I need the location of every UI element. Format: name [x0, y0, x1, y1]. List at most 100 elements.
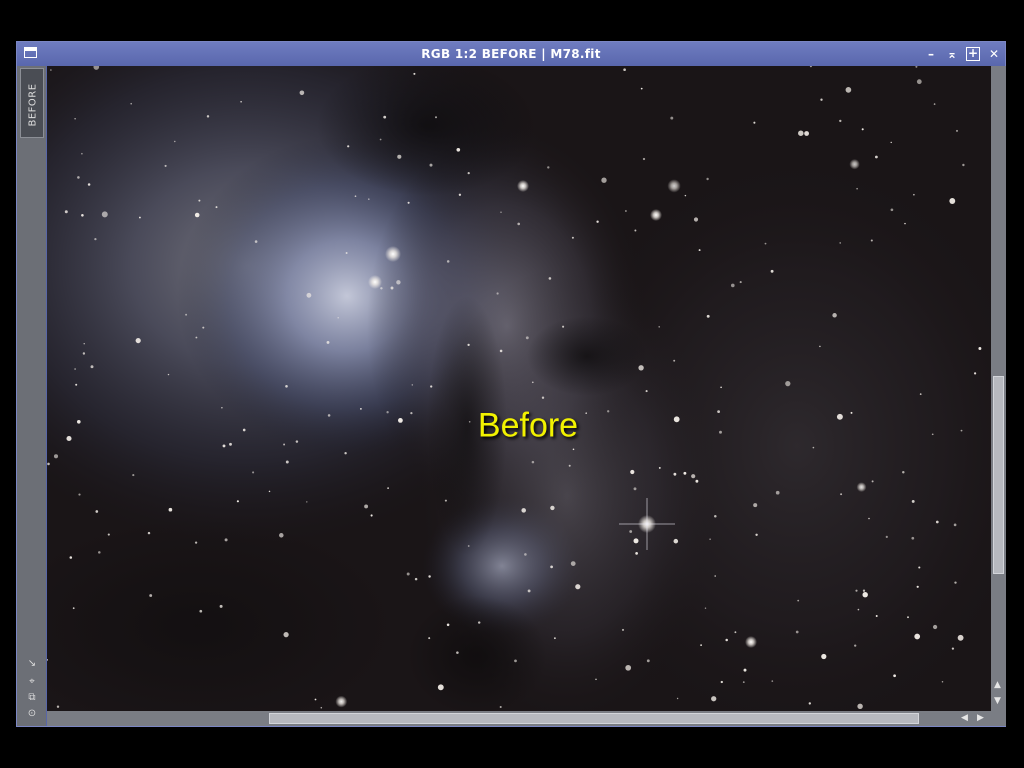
star	[306, 501, 308, 503]
star	[875, 615, 878, 617]
star	[755, 533, 758, 537]
star	[75, 383, 78, 386]
star	[706, 314, 710, 318]
star	[83, 343, 85, 345]
star	[397, 154, 402, 159]
star	[283, 631, 289, 638]
star	[919, 393, 922, 395]
star	[398, 418, 403, 423]
star	[406, 572, 410, 576]
title-bar[interactable]: RGB 1:2 BEFORE | M78.fit – ⌅ + ✕	[17, 42, 1005, 66]
star	[871, 480, 874, 483]
minimize-button[interactable]: –	[928, 47, 934, 61]
horizontal-scroll-thumb[interactable]	[269, 713, 919, 724]
star	[95, 510, 99, 513]
star	[467, 171, 470, 175]
star	[64, 210, 68, 214]
star	[444, 499, 447, 502]
star	[53, 454, 59, 459]
star	[918, 566, 921, 569]
star	[101, 211, 108, 218]
star	[809, 66, 812, 68]
star	[785, 380, 791, 387]
star	[446, 623, 450, 627]
star	[387, 487, 389, 489]
star	[570, 561, 576, 566]
star	[819, 345, 821, 348]
star	[595, 678, 597, 681]
zoom-to-fit-icon[interactable]: ↘	[27, 658, 37, 669]
clone-view-icon[interactable]: ⧉	[28, 692, 36, 703]
star	[575, 584, 581, 590]
star	[320, 706, 323, 709]
star	[875, 155, 878, 159]
star	[164, 164, 167, 167]
star	[386, 411, 389, 414]
window-icon[interactable]	[24, 47, 37, 58]
star	[642, 157, 646, 161]
star	[306, 292, 312, 298]
star	[194, 212, 200, 218]
star	[72, 607, 75, 610]
crosshair-icon[interactable]: ⌖	[29, 676, 35, 687]
vertical-scroll-thumb[interactable]	[993, 376, 1004, 574]
shade-button[interactable]: ⌅	[946, 47, 958, 61]
star	[138, 216, 141, 219]
star	[902, 470, 905, 474]
star	[914, 633, 921, 640]
star	[742, 681, 745, 683]
star	[836, 413, 843, 420]
star	[496, 292, 499, 295]
scroll-down-arrow-icon[interactable]: ▼	[994, 696, 1001, 706]
star	[285, 385, 288, 388]
star	[390, 286, 394, 290]
star	[74, 118, 76, 120]
tab-before[interactable]: BEFORE	[20, 68, 44, 138]
star	[531, 381, 534, 384]
bright-star	[650, 209, 662, 221]
star	[730, 283, 735, 288]
star	[820, 98, 823, 101]
star	[623, 68, 626, 72]
star	[81, 152, 83, 155]
star	[428, 575, 431, 578]
horizontal-scrollbar[interactable]: ◀ ▶	[47, 711, 991, 726]
maximize-button[interactable]: +	[966, 46, 980, 61]
star	[93, 66, 100, 70]
star	[268, 490, 271, 493]
scroll-left-arrow-icon[interactable]: ◀	[961, 713, 968, 723]
star	[634, 229, 637, 232]
star	[673, 538, 679, 544]
nebula-image	[47, 66, 991, 711]
close-button[interactable]: ✕	[988, 47, 1000, 61]
star	[531, 460, 535, 464]
bright-star	[368, 275, 382, 289]
star	[82, 352, 86, 355]
star	[635, 552, 638, 555]
scroll-up-arrow-icon[interactable]: ▲	[994, 680, 1001, 690]
star	[890, 208, 894, 212]
star	[525, 336, 529, 340]
scroll-right-arrow-icon[interactable]: ▶	[977, 713, 984, 723]
star	[850, 411, 853, 414]
star	[254, 240, 258, 243]
vertical-scrollbar[interactable]: ▲ ▼	[991, 66, 1006, 711]
star	[684, 194, 687, 197]
star	[132, 474, 135, 477]
bright-star	[517, 180, 529, 192]
star	[911, 499, 915, 503]
star	[198, 199, 201, 202]
star	[691, 474, 696, 479]
star	[913, 193, 915, 196]
image-canvas[interactable]: Before	[47, 66, 991, 711]
star	[812, 446, 815, 449]
star	[683, 471, 687, 475]
star	[554, 637, 556, 640]
star	[221, 407, 223, 409]
target-icon[interactable]: ⊙	[27, 708, 37, 719]
star	[625, 664, 632, 671]
star	[645, 390, 648, 393]
star	[861, 128, 864, 131]
star	[499, 705, 502, 709]
star	[840, 493, 843, 496]
